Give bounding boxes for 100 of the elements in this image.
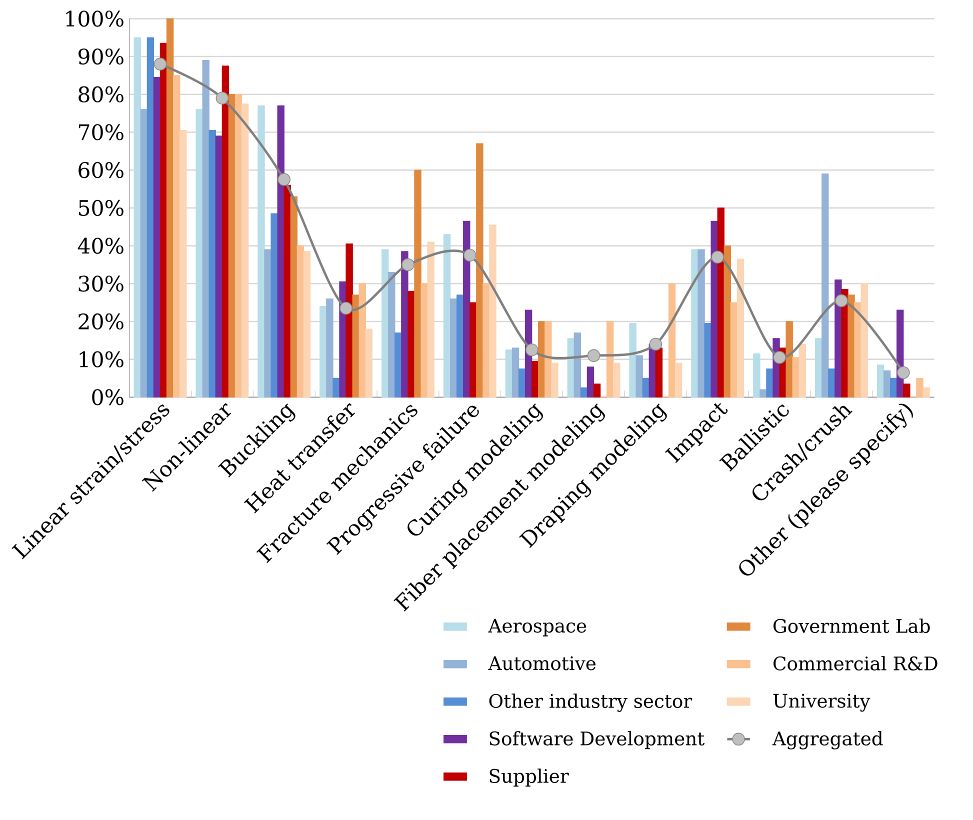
bar [270,213,278,398]
y-tick-label: 20% [78,314,124,330]
bar [586,366,594,398]
bar [798,344,806,398]
legend-label: Aggregated [772,731,883,750]
bar [476,143,484,398]
bar [606,321,614,398]
point [649,338,662,351]
point [587,349,600,362]
bar [365,328,372,398]
bar [258,106,265,398]
bar [704,323,712,398]
point [464,248,476,262]
bar [241,104,249,398]
bar [710,220,718,398]
point [711,250,724,264]
bar [860,283,868,398]
bar [636,355,643,398]
bar [277,106,284,398]
bar [320,306,327,398]
bar [420,283,428,398]
bar [512,348,520,398]
bar [736,258,744,398]
legend-label: Aerospace [488,618,586,636]
point [340,302,352,315]
bar [332,378,340,398]
point [773,351,786,364]
bar [903,384,910,398]
bar [153,77,161,398]
bar [551,362,558,398]
bar [642,378,650,398]
bar [180,130,187,398]
bar [146,37,154,398]
y-tick-label: 70% [78,124,124,140]
bar [655,348,663,398]
bar [326,298,334,398]
bar [482,283,490,398]
y-tick-label: 80% [78,86,124,103]
bar [208,130,216,398]
bar [166,18,174,398]
legend-label: University [773,694,870,712]
legend-label: Automotive [488,656,596,670]
legend-label: Supplier [490,768,569,787]
y-tick-label: 90% [78,48,124,65]
bar [456,294,464,398]
point [154,58,167,71]
point [525,344,538,356]
bar [427,242,434,398]
y-tick-label: 10% [80,351,124,368]
bar [890,378,898,398]
bar [264,249,272,398]
bar [883,370,891,398]
bar [414,170,422,398]
bar [876,364,884,398]
bar [792,357,800,398]
bar [753,353,760,398]
y-tick-label: 0% [92,389,124,406]
bar [394,332,402,398]
point [897,366,910,380]
bar [922,388,930,398]
legend-label: Commercial R&D [774,656,938,671]
bar [828,368,836,398]
bar [505,350,513,398]
bar [531,361,539,398]
bar [815,338,822,398]
bar [489,224,496,398]
point [278,173,291,186]
bar [629,323,636,398]
bar [822,174,829,398]
bar [358,283,366,398]
bar [916,378,924,398]
bar [352,294,360,398]
bar [303,251,311,398]
bar [388,272,396,398]
bar [613,362,620,398]
bar [724,246,732,398]
bar [202,60,210,398]
point [216,92,229,105]
bar [668,283,676,398]
bar [698,249,705,398]
bar [172,75,180,398]
bar [450,298,458,398]
bar [730,302,738,398]
y-tick-label: 50% [79,200,124,216]
bar [574,332,582,398]
point [402,258,414,272]
bar [296,246,304,398]
bar [470,302,477,398]
y-tick-label: 100% [66,10,124,27]
bar [134,37,141,398]
legend-label: Software Development [490,731,705,750]
y-tick-label: 40% [78,238,124,254]
bar [140,109,148,398]
bar [408,291,415,398]
bar [580,388,588,398]
point [835,294,848,308]
bar [290,196,298,398]
bar [786,321,793,398]
bar [544,321,552,398]
legend-label: Government Lab [774,618,930,634]
